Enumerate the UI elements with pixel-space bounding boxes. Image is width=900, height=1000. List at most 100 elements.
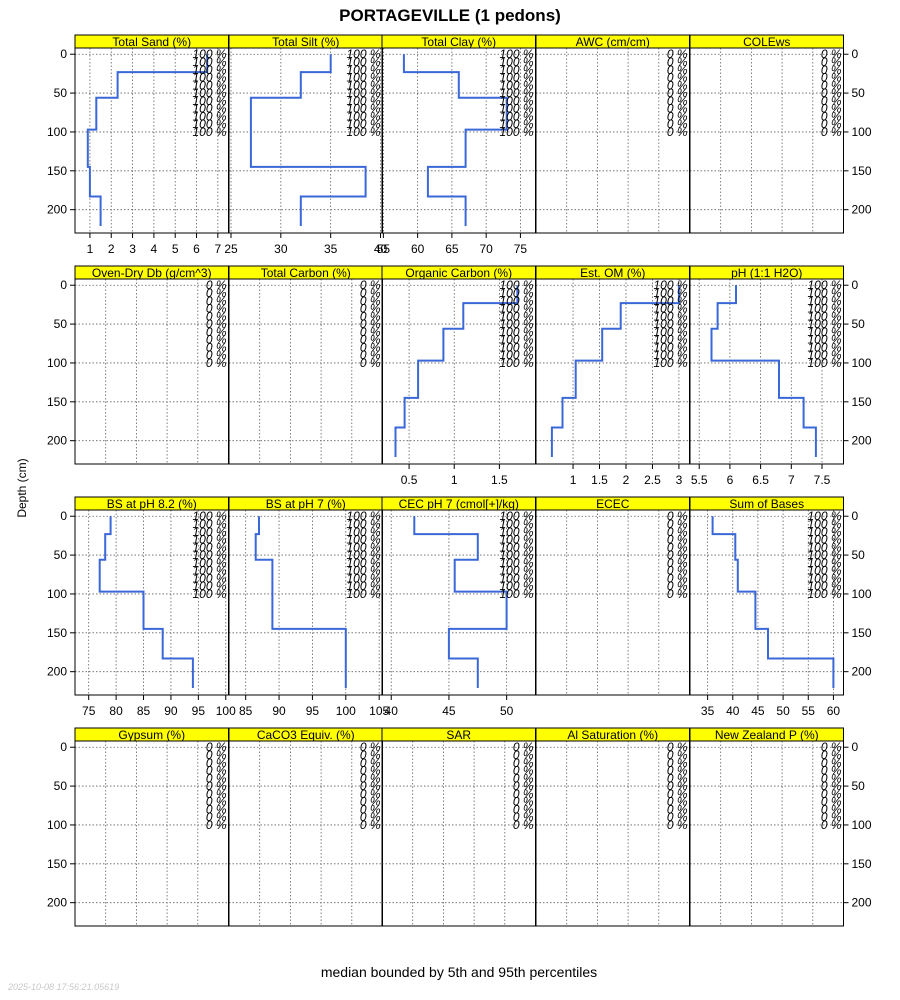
percent-label: 100 %	[192, 533, 226, 547]
x-tick-label: 75	[514, 242, 528, 256]
percent-label: 100 %	[499, 278, 533, 292]
panel-strip-label: New Zealand P (%)	[715, 728, 819, 742]
percent-label: 0 %	[667, 564, 688, 578]
y-tick-label: 200	[852, 896, 872, 910]
percent-label: 0 %	[360, 278, 381, 292]
x-tick-label: 70	[479, 242, 493, 256]
percent-label: 0 %	[667, 94, 688, 108]
y-tick-label: 50	[852, 779, 866, 793]
percent-label: 0 %	[513, 795, 534, 809]
percent-label: 100 %	[192, 548, 226, 562]
y-tick-label: 100	[47, 356, 67, 370]
x-tick-label: 6	[727, 473, 734, 487]
y-tick-label: 200	[852, 203, 872, 217]
x-tick-label: 3	[129, 242, 136, 256]
percent-label: 100 %	[807, 587, 841, 601]
x-tick-label: 2.5	[644, 473, 661, 487]
profile-line	[710, 285, 817, 457]
percent-label: 100 %	[653, 333, 687, 347]
percent-label: 100 %	[499, 509, 533, 523]
x-tick-label: 30	[274, 242, 288, 256]
percent-label: 100 %	[653, 294, 687, 308]
y-tick-label: 50	[54, 317, 68, 331]
x-tick-label: 4	[151, 242, 158, 256]
x-tick-label: 100	[336, 704, 356, 718]
percent-label: 0 %	[667, 571, 688, 585]
y-tick-label: 150	[47, 164, 67, 178]
percent-label: 100 %	[346, 125, 380, 139]
percent-label: 100 %	[346, 63, 380, 77]
percent-label: 0 %	[360, 818, 381, 832]
percent-label: 100 %	[499, 309, 533, 323]
percent-label: 0 %	[667, 556, 688, 570]
percent-label: 0 %	[667, 63, 688, 77]
percent-label: 100 %	[192, 71, 226, 85]
percent-label: 100 %	[653, 302, 687, 316]
percent-label: 0 %	[206, 333, 227, 347]
percent-label: 100 %	[499, 556, 533, 570]
y-tick-label: 100	[852, 818, 872, 832]
percent-label: 100 %	[807, 540, 841, 554]
percent-label: 100 %	[807, 548, 841, 562]
percent-label: 0 %	[206, 779, 227, 793]
percent-label: 100 %	[653, 348, 687, 362]
x-tick-label: 55	[377, 242, 391, 256]
percent-label: 100 %	[499, 78, 533, 92]
profile-line	[413, 516, 508, 688]
percent-label: 100 %	[807, 356, 841, 370]
panel: Total Silt (%)100 %100 %100 %100 %100 %1…	[224, 34, 388, 256]
percent-label: 100 %	[499, 533, 533, 547]
y-tick-label: 0	[852, 509, 859, 523]
percent-label: 100 %	[499, 587, 533, 601]
percent-label: 0 %	[206, 771, 227, 785]
percent-label: 0 %	[206, 294, 227, 308]
percent-label: 100 %	[192, 78, 226, 92]
percent-label: 0 %	[360, 325, 381, 339]
percent-label: 0 %	[667, 764, 688, 778]
percent-label: 100 %	[807, 517, 841, 531]
x-tick-label: 7	[214, 242, 221, 256]
percent-label: 0 %	[667, 517, 688, 531]
x-tick-label: 80	[109, 704, 123, 718]
panel-strip-label: ECEC	[596, 497, 630, 511]
percent-label: 100 %	[499, 286, 533, 300]
percent-label: 100 %	[499, 55, 533, 69]
percent-label: 0 %	[667, 55, 688, 69]
profile-line	[394, 285, 519, 457]
percent-label: 0 %	[360, 309, 381, 323]
y-tick-label: 50	[54, 548, 68, 562]
percent-label: 0 %	[667, 740, 688, 754]
y-tick-label: 150	[852, 857, 872, 871]
percent-label: 100 %	[653, 340, 687, 354]
percent-label: 100 %	[499, 517, 533, 531]
y-tick-label: 200	[47, 665, 67, 679]
y-tick-label: 200	[852, 434, 872, 448]
x-tick-label: 105	[369, 704, 389, 718]
percent-label: 100 %	[192, 117, 226, 131]
percent-label: 0 %	[821, 117, 842, 131]
y-tick-label: 150	[852, 395, 872, 409]
panel-frame	[689, 740, 844, 927]
percent-label: 100 %	[192, 509, 226, 523]
panel-strip-label: Al Saturation (%)	[567, 728, 658, 742]
percent-label: 100 %	[192, 86, 226, 100]
x-tick-label: 45	[442, 704, 456, 718]
x-tick-label: 55	[802, 704, 816, 718]
percent-label: 100 %	[807, 571, 841, 585]
percent-label: 100 %	[653, 278, 687, 292]
panel-strip-label: AWC (cm/cm)	[576, 35, 650, 49]
percent-label: 100 %	[346, 533, 380, 547]
percent-label: 100 %	[807, 509, 841, 523]
y-tick-label: 200	[47, 203, 67, 217]
percent-label: 100 %	[653, 317, 687, 331]
x-tick-label: 90	[272, 704, 286, 718]
panel-strip-label: Total Silt (%)	[272, 35, 339, 49]
percent-label: 100 %	[807, 333, 841, 347]
percent-label: 0 %	[821, 102, 842, 116]
percent-label: 100 %	[346, 71, 380, 85]
percent-label: 100 %	[499, 564, 533, 578]
x-tick-label: 50	[776, 704, 790, 718]
percent-label: 0 %	[667, 548, 688, 562]
percent-label: 100 %	[192, 556, 226, 570]
